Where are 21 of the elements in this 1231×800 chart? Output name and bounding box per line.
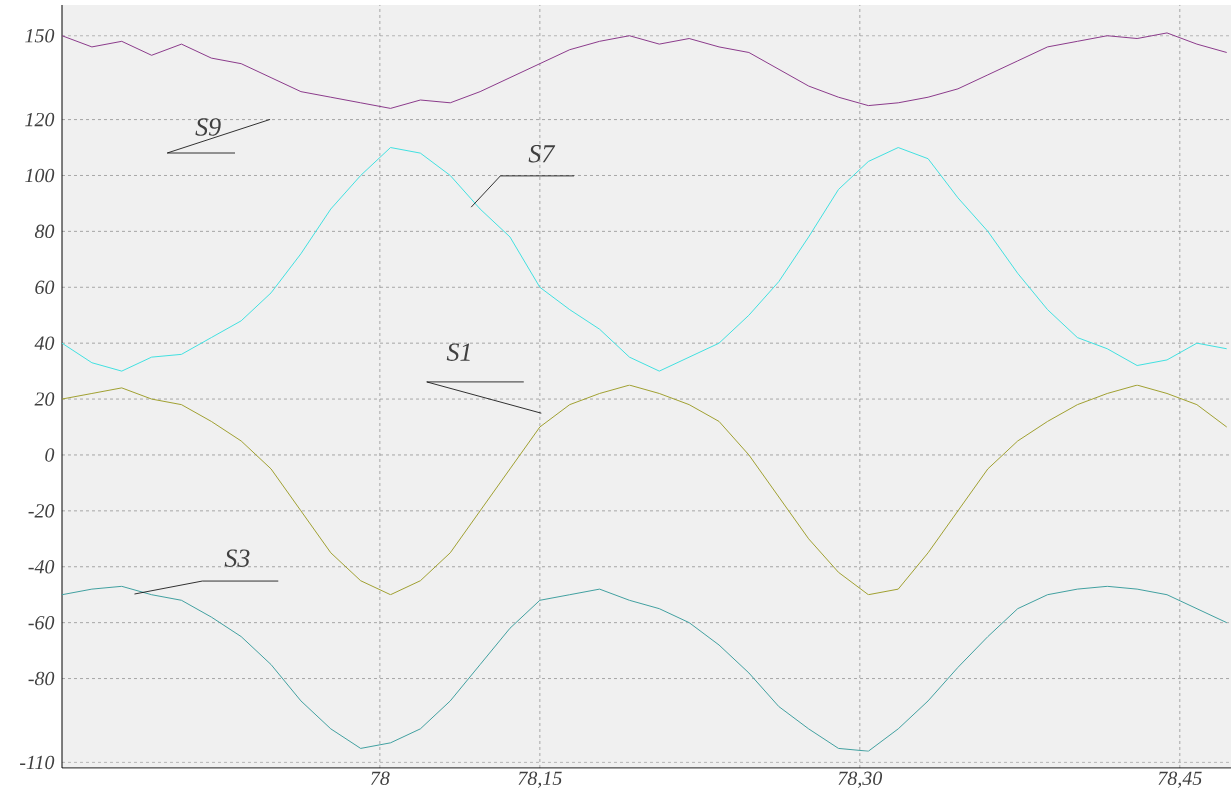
y-tick-label: 120 bbox=[25, 112, 55, 127]
x-tick-label: 78 bbox=[371, 771, 390, 786]
y-tick-label: 20 bbox=[34, 392, 55, 406]
series-label: S3 bbox=[224, 549, 250, 567]
y-tick-label: -60 bbox=[28, 615, 55, 630]
x-tick-label: 78,15 bbox=[518, 771, 562, 788]
text: S1 bbox=[446, 343, 470, 361]
y-tick-label: -20 bbox=[28, 504, 55, 518]
y-tick-label: 0 bbox=[45, 448, 55, 462]
text: S7 bbox=[528, 145, 556, 163]
y-tick-label: 60 bbox=[35, 280, 55, 295]
y-tick-label: 40 bbox=[34, 336, 55, 350]
y-tick-label: 150 bbox=[25, 28, 55, 43]
text: S9 bbox=[195, 118, 221, 136]
y-tick-label: 100 bbox=[25, 168, 55, 183]
y-tick-label: -110 bbox=[20, 755, 55, 770]
x-tick-label: 78,30 bbox=[838, 771, 883, 788]
y-tick-label: 80 bbox=[34, 224, 55, 239]
x-tick-label: 78,45 bbox=[1158, 771, 1202, 788]
y-tick-label: -40 bbox=[28, 560, 55, 574]
y-tick-label: -80 bbox=[28, 671, 55, 686]
